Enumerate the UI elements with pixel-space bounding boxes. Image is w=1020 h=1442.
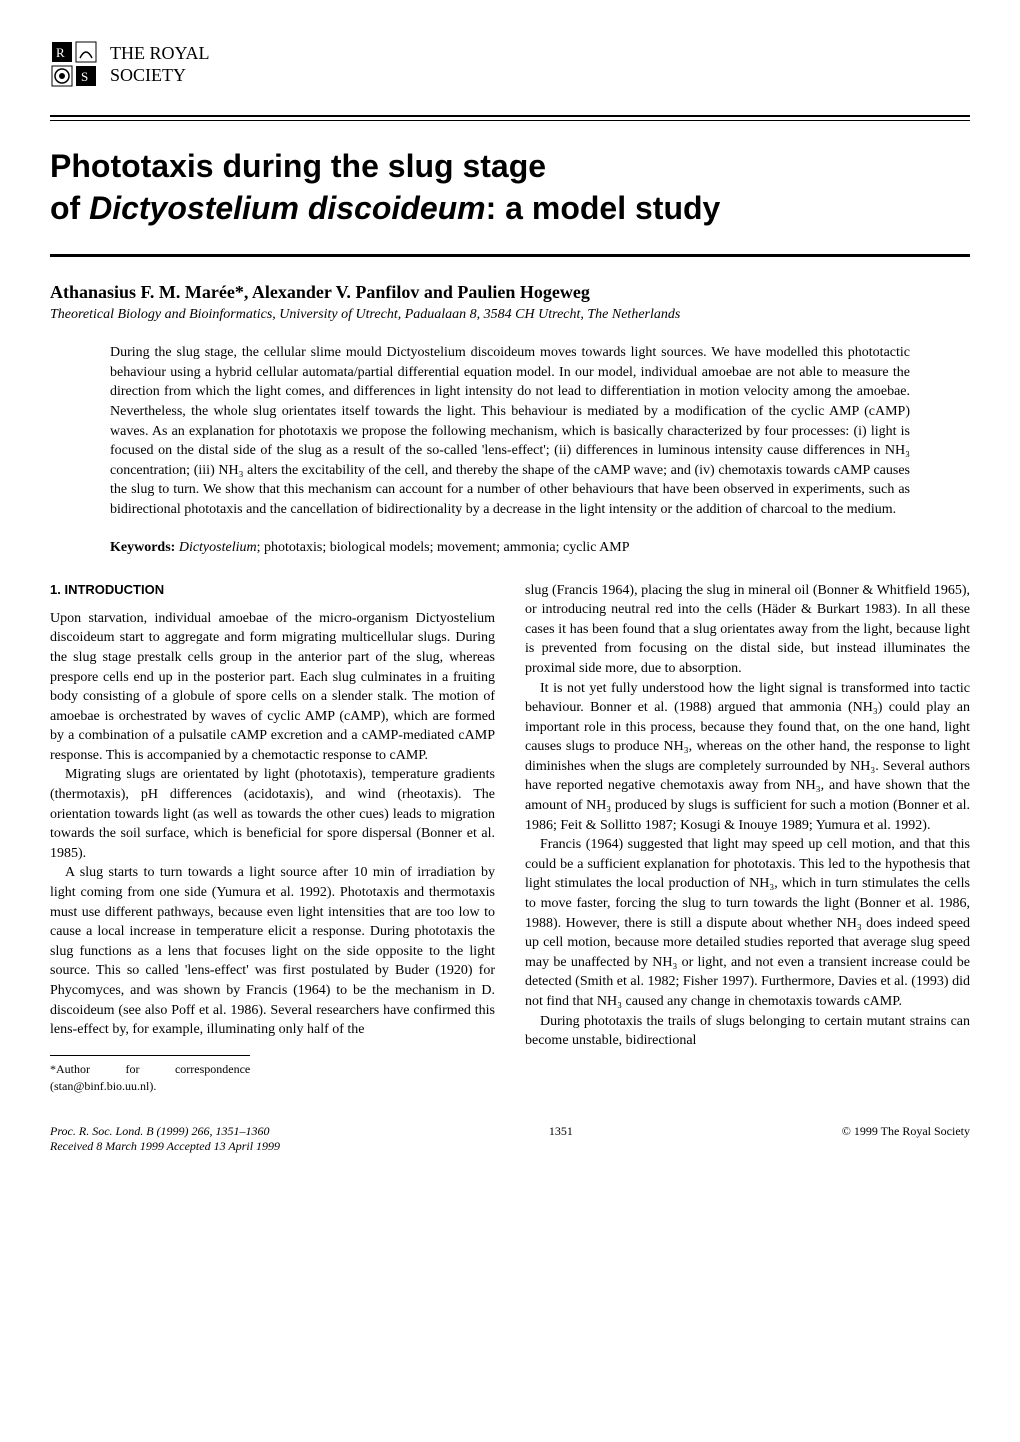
keywords-text: Dictyostelium; phototaxis; biological mo… <box>179 540 630 555</box>
divider-mid-thick <box>50 255 970 257</box>
intro-para1: Upon starvation, individual amoebae of t… <box>50 609 495 766</box>
intro-para6: Francis (1964) suggested that light may … <box>525 835 970 1011</box>
keywords-label: Keywords: <box>110 540 175 555</box>
publisher-name-line2: SOCIETY <box>110 65 210 87</box>
svg-text:R: R <box>56 45 65 60</box>
body-columns: 1. INTRODUCTION Upon starvation, individ… <box>50 581 970 1095</box>
intro-para7: During phototaxis the trails of slugs be… <box>525 1012 970 1051</box>
author-names: Athanasius F. M. Marée*, Alexander V. Pa… <box>50 282 970 303</box>
divider-top-thick <box>50 115 970 117</box>
article-title: Phototaxis during the slug stage of Dict… <box>50 146 970 229</box>
footer-copyright: © 1999 The Royal Society <box>842 1124 970 1154</box>
authors-block: Athanasius F. M. Marée*, Alexander V. Pa… <box>50 282 970 323</box>
royal-society-crest-icon: R S <box>50 40 100 90</box>
section-heading-introduction: 1. INTRODUCTION <box>50 581 495 599</box>
title-species-name: Dictyostelium discoideum <box>89 190 486 226</box>
footer-citation: Proc. R. Soc. Lond. B (1999) 266, 1351–1… <box>50 1124 280 1154</box>
publisher-name-line1: THE ROYAL <box>110 43 210 65</box>
intro-para4: slug (Francis 1964), placing the slug in… <box>525 581 970 679</box>
intro-para3: A slug starts to turn towards a light so… <box>50 863 495 1039</box>
footer-dates: Received 8 March 1999 Accepted 13 April … <box>50 1139 280 1154</box>
author-affiliation: Theoretical Biology and Bioinformatics, … <box>50 307 970 323</box>
correspondence-footnote: *Author for correspondence (stan@binf.bi… <box>50 1055 250 1095</box>
title-line1: Phototaxis during the slug stage <box>50 148 546 184</box>
abstract: During the slug stage, the cellular slim… <box>110 343 910 519</box>
footer-journal-ref: Proc. R. Soc. Lond. B (1999) 266, 1351–1… <box>50 1124 280 1139</box>
intro-para2: Migrating slugs are orientated by light … <box>50 765 495 863</box>
svg-text:S: S <box>81 69 88 84</box>
keywords: Keywords: Dictyostelium; phototaxis; bio… <box>110 540 910 556</box>
abstract-text: During the slug stage, the cellular slim… <box>110 345 910 517</box>
divider-top-thin <box>50 120 970 121</box>
publisher-name: THE ROYAL SOCIETY <box>110 43 210 86</box>
publisher-logo: R S THE ROYAL SOCIETY <box>50 40 970 90</box>
left-column: 1. INTRODUCTION Upon starvation, individ… <box>50 581 495 1095</box>
title-line2-prefix: of <box>50 190 89 226</box>
right-column: slug (Francis 1964), placing the slug in… <box>525 581 970 1095</box>
intro-para5: It is not yet fully understood how the l… <box>525 679 970 836</box>
page-footer: Proc. R. Soc. Lond. B (1999) 266, 1351–1… <box>50 1124 970 1154</box>
title-line2-suffix: : a model study <box>486 190 721 226</box>
footer-page-number: 1351 <box>549 1124 573 1154</box>
